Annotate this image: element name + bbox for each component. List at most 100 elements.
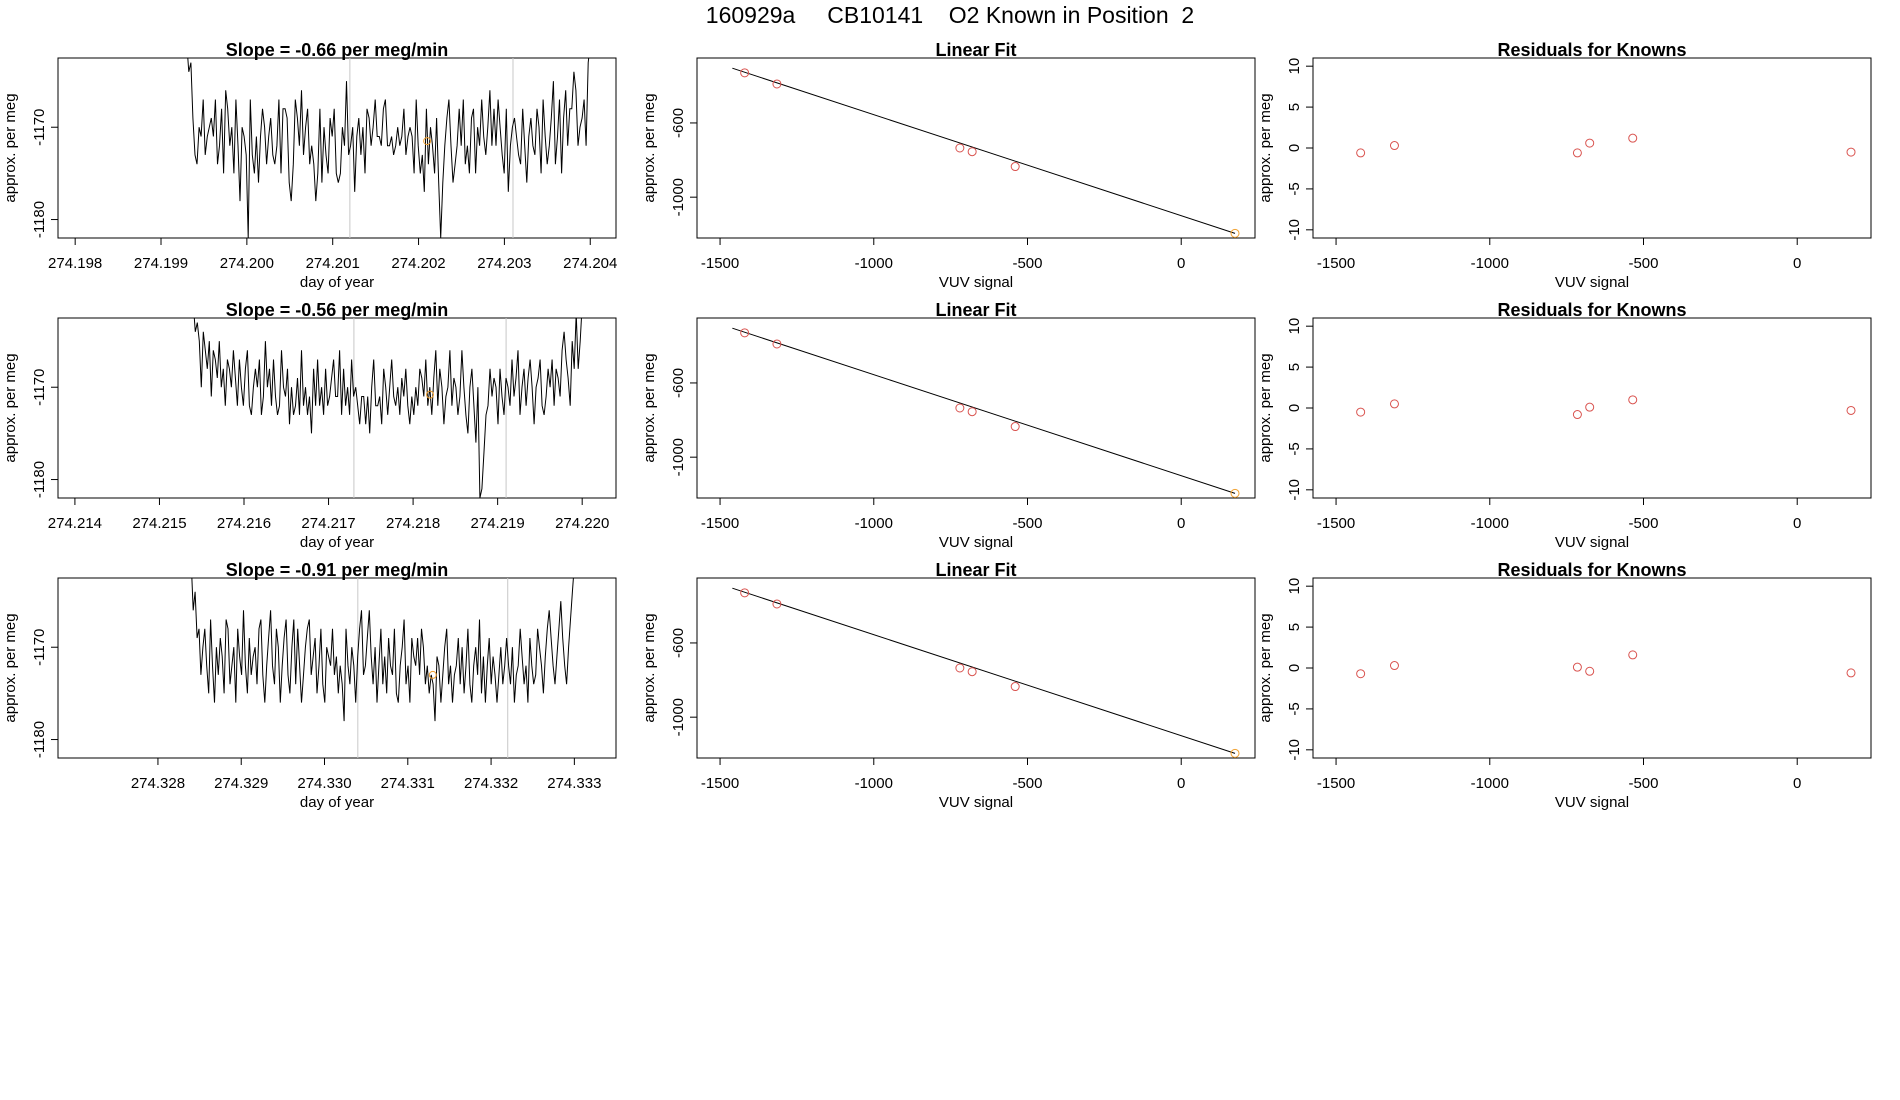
- y-tick-label: 10: [1286, 318, 1303, 335]
- y-tick-label: 5: [1286, 623, 1303, 631]
- y-axis-label: approx. per meg: [2, 93, 19, 202]
- x-tick-label: 0: [1793, 255, 1801, 272]
- data-point: [955, 143, 965, 153]
- data-point: [1572, 410, 1582, 420]
- plot-frame: [1312, 57, 1872, 239]
- y-axis-label: approx. per meg: [1257, 353, 1274, 462]
- plot-area: [1356, 395, 1856, 420]
- highlight-point: [1230, 488, 1240, 498]
- chart-panel-6: Residuals for Knowns -1500 -1000 -500 0 VUV s…: [1257, 300, 1872, 551]
- data-point: [955, 403, 965, 413]
- chart-title: Slope = -0.91 per meg/min: [226, 560, 449, 580]
- data-point: [955, 663, 965, 673]
- data-point: [772, 79, 782, 89]
- data-point: [740, 328, 750, 338]
- data-point: [1628, 133, 1638, 143]
- x-tick-label: -1000: [855, 255, 893, 272]
- y-tick-label: -1170: [31, 109, 48, 146]
- chart-panel-3: Residuals for Knowns -1500 -1000 -500 0 VUV s…: [1257, 40, 1872, 291]
- x-axis-label: VUV signal: [1555, 534, 1629, 551]
- y-tick-label: -600: [670, 628, 687, 658]
- x-tick-label: 274.199: [134, 255, 188, 272]
- y-tick-label: -5: [1286, 442, 1303, 455]
- x-tick-label: 274.204: [563, 255, 617, 272]
- fit-line: [732, 327, 1236, 494]
- data-point: [967, 147, 977, 157]
- series-line: [187, 58, 590, 238]
- x-tick-label: -500: [1628, 775, 1658, 792]
- chart-panel-9: Residuals for Knowns -1500 -1000 -500 0 VUV s…: [1257, 560, 1872, 811]
- x-tick-label: 274.330: [297, 775, 351, 792]
- fit-line: [732, 587, 1236, 754]
- y-axis-label: approx. per meg: [641, 613, 658, 722]
- x-axis-label: VUV signal: [939, 794, 1013, 811]
- y-tick-label: -1170: [31, 629, 48, 666]
- y-tick-label: 0: [1286, 664, 1303, 672]
- data-point: [1010, 422, 1020, 432]
- x-tick-label: -1500: [1317, 775, 1355, 792]
- x-tick-label: 274.203: [477, 255, 531, 272]
- x-axis-label: VUV signal: [1555, 794, 1629, 811]
- x-tick-label: 274.201: [306, 255, 360, 272]
- y-tick-label: 5: [1286, 103, 1303, 111]
- data-point: [1572, 662, 1582, 672]
- data-point: [772, 339, 782, 349]
- chart-panel-4: Slope = -0.56 per meg/min 274.214 274.215 2…: [2, 300, 617, 551]
- chart-panel-8: Linear Fit -1500 -1000 -500 0 VUV signal -600 -…: [641, 560, 1256, 811]
- x-axis-label: VUV signal: [939, 534, 1013, 551]
- x-axis-label: VUV signal: [1555, 274, 1629, 291]
- highlight-point: [423, 137, 432, 146]
- y-tick-label: -1180: [31, 201, 48, 238]
- x-tick-label: 274.220: [555, 515, 609, 532]
- y-tick-label: -1170: [31, 369, 48, 406]
- x-tick-label: -1000: [1471, 515, 1509, 532]
- y-tick-label: 0: [1286, 404, 1303, 412]
- y-tick-label: -5: [1286, 702, 1303, 715]
- chart-title: Residuals for Knowns: [1497, 300, 1686, 320]
- data-point: [1585, 666, 1595, 676]
- highlight-point: [426, 390, 434, 399]
- data-point: [1572, 148, 1582, 158]
- x-tick-label: -1500: [701, 515, 739, 532]
- x-tick-label: -1000: [1471, 255, 1509, 272]
- x-tick-label: -500: [1012, 515, 1042, 532]
- fit-line: [732, 67, 1236, 234]
- y-axis-label: approx. per meg: [1257, 613, 1274, 722]
- data-point: [1356, 148, 1366, 158]
- x-tick-label: -1500: [701, 775, 739, 792]
- data-point: [1585, 138, 1595, 148]
- x-tick-label: -1500: [1317, 515, 1355, 532]
- x-axis-label: day of year: [300, 274, 374, 291]
- x-tick-label: -500: [1012, 255, 1042, 272]
- x-tick-label: -1000: [1471, 775, 1509, 792]
- x-tick-label: 274.218: [386, 515, 440, 532]
- data-point: [1846, 147, 1856, 157]
- series-line: [193, 318, 582, 498]
- x-tick-label: -1000: [855, 515, 893, 532]
- chart-panel-2: Linear Fit -1500 -1000 -500 0 VUV signal -600 -…: [641, 40, 1256, 291]
- x-tick-label: -1000: [855, 775, 893, 792]
- plot-frame: [57, 317, 617, 499]
- data-point: [967, 407, 977, 417]
- chart-title: Linear Fit: [935, 300, 1016, 320]
- y-axis-label: approx. per meg: [1257, 93, 1274, 202]
- y-tick-label: -10: [1286, 219, 1303, 241]
- data-point: [1356, 407, 1366, 417]
- chart-panel-5: Linear Fit -1500 -1000 -500 0 VUV signal -600 -…: [641, 300, 1256, 551]
- x-tick-label: -1500: [1317, 255, 1355, 272]
- plot-area: [187, 58, 590, 238]
- x-tick-label: 0: [1793, 775, 1801, 792]
- chart-title: Slope = -0.56 per meg/min: [226, 300, 449, 320]
- data-point: [1010, 682, 1020, 692]
- x-tick-label: 274.333: [547, 775, 601, 792]
- x-tick-label: 274.217: [301, 515, 355, 532]
- y-tick-label: 5: [1286, 363, 1303, 371]
- x-tick-label: 0: [1177, 515, 1185, 532]
- figure-title: 160929a CB10141 O2 Known in Position 2: [705, 2, 1195, 28]
- y-tick-label: -600: [670, 108, 687, 138]
- plot-area: [1356, 650, 1856, 679]
- plot-frame: [57, 57, 617, 239]
- data-point: [1010, 162, 1020, 172]
- highlight-point: [428, 670, 437, 679]
